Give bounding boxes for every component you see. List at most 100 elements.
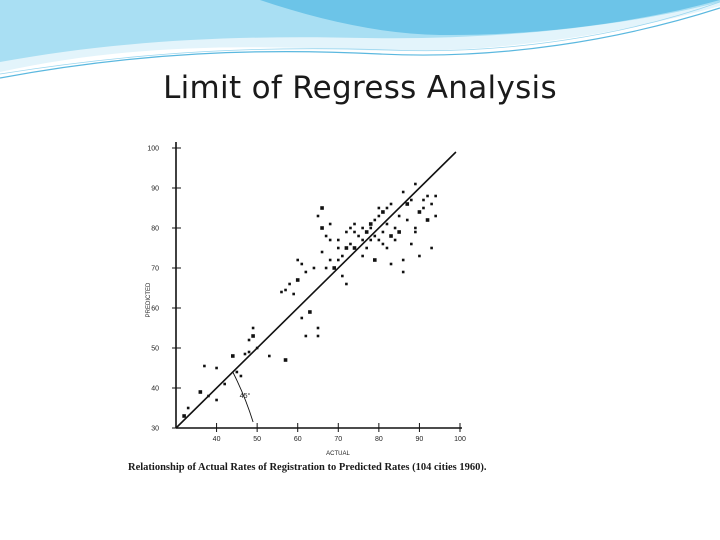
reference-line-45deg: [175, 151, 457, 429]
data-point: [243, 352, 247, 356]
data-point: [373, 258, 377, 262]
axes: [172, 142, 462, 432]
data-point: [385, 206, 389, 210]
data-point: [316, 334, 320, 338]
data-point: [434, 194, 437, 198]
data-point: [385, 246, 389, 250]
data-point: [373, 218, 377, 222]
data-point: [377, 206, 381, 210]
data-point: [377, 214, 381, 218]
data-point: [417, 210, 422, 214]
data-point: [328, 238, 332, 242]
data-point: [341, 274, 344, 278]
y-tick-label: 30: [151, 426, 159, 433]
data-point: [292, 292, 295, 296]
data-point: [401, 258, 405, 262]
data-point: [215, 366, 218, 370]
y-axis-title: PREDICTED: [146, 282, 152, 317]
data-point: [352, 246, 357, 250]
reference-line-group: 45°: [175, 151, 457, 429]
data-point: [365, 246, 368, 250]
data-point: [361, 254, 364, 258]
swoosh-line-2: [0, 1, 720, 75]
data-point: [357, 234, 360, 238]
y-tick-label: 70: [151, 266, 159, 273]
data-point: [389, 202, 393, 206]
data-point: [345, 282, 348, 286]
x-tick-label: 50: [253, 436, 261, 443]
data-point: [296, 258, 300, 262]
data-point: [328, 222, 332, 226]
data-point: [430, 202, 433, 206]
x-tick-label: 40: [213, 436, 221, 443]
data-point: [385, 222, 389, 226]
data-point: [235, 370, 239, 374]
swoosh-line: [0, 7, 720, 79]
y-tick-label: 90: [151, 186, 159, 193]
data-point: [389, 262, 393, 266]
data-point: [373, 234, 377, 238]
data-point: [405, 202, 410, 206]
data-point: [268, 354, 271, 358]
data-point: [316, 326, 320, 330]
x-axis-title: ACTUAL: [326, 451, 350, 457]
data-point: [283, 358, 288, 362]
x-tick-label: 70: [334, 436, 342, 443]
data-point: [308, 310, 312, 314]
data-point: [324, 234, 328, 238]
data-point: [223, 382, 226, 386]
data-point: [336, 258, 340, 262]
data-point: [231, 354, 235, 358]
data-point: [186, 406, 190, 410]
data-point: [203, 364, 206, 368]
data-point: [349, 242, 352, 246]
data-point: [251, 334, 255, 338]
data-point: [422, 206, 425, 210]
data-point: [304, 270, 308, 274]
data-point: [425, 218, 430, 222]
data-point: [251, 326, 255, 330]
header-swoosh-decoration: [0, 0, 720, 79]
swoosh-band-dark: [260, 0, 720, 36]
data-point: [320, 206, 324, 210]
data-point: [345, 230, 348, 234]
data-point: [414, 182, 417, 186]
data-point: [405, 218, 409, 222]
slide-title: Limit of Regress Analysis: [163, 70, 557, 106]
y-tick-label: 100: [147, 146, 159, 153]
data-point: [247, 350, 251, 354]
data-point: [377, 238, 381, 242]
data-point: [410, 198, 413, 202]
x-tick-label: 80: [375, 436, 383, 443]
data-point: [332, 266, 337, 270]
data-point: [198, 390, 203, 394]
data-point: [349, 226, 352, 230]
data-point: [215, 398, 218, 402]
data-point: [414, 226, 417, 230]
data-point: [393, 226, 397, 230]
data-point: [353, 222, 356, 226]
data-point: [401, 190, 405, 194]
data-point: [239, 374, 243, 378]
data-point: [320, 226, 324, 230]
data-point: [304, 334, 308, 338]
data-point: [410, 242, 413, 246]
data-point: [182, 414, 186, 418]
angle-arc: [232, 371, 254, 423]
angle-label: 45°: [240, 392, 251, 400]
data-point: [397, 214, 401, 218]
data-point: [341, 254, 344, 258]
data-point: [422, 198, 425, 202]
data-point: [300, 316, 304, 320]
data-point: [414, 230, 417, 234]
data-point: [295, 278, 300, 282]
figure-panel: 45° 30 40 50 60 70 80 90 100 40 50 60 70 80 90 100 PRED…: [100, 126, 602, 498]
y-tick-label: 50: [151, 346, 159, 353]
data-point: [381, 230, 385, 234]
data-points: [182, 182, 437, 418]
axis-labels: 30 40 50 60 70 80 90 100 40 50 60 70 80 90 100 PREDICTE…: [146, 146, 466, 458]
data-point: [316, 214, 320, 218]
data-point: [280, 290, 283, 294]
data-point: [426, 194, 429, 198]
data-point: [344, 246, 349, 250]
